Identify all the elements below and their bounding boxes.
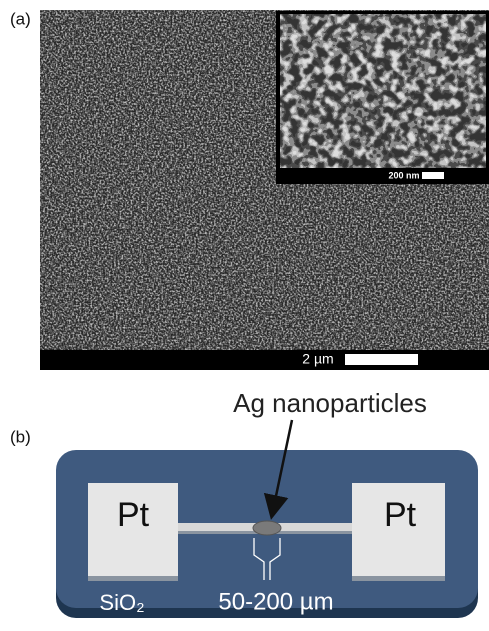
panel-label: (a) [10,9,31,28]
inset-scale-label: 200 nm [388,170,419,180]
electrode-label: Pt [384,496,417,534]
inset-scale-bar [422,172,444,179]
scale-bar-strip [40,350,489,370]
panel-label: (b) [10,427,31,446]
figure: (a) 2 µm 200 nm (b) Ag nanoparticles SiO… [0,0,489,626]
electrode-label: Pt [117,496,150,534]
nanoparticles [253,521,281,535]
inset-texture [280,14,486,168]
gap-label: 50-200 µm [218,588,333,615]
annotation: Ag nanoparticles [233,388,427,418]
scale-bar-label: 2 µm [302,351,333,367]
scale-bar [345,354,418,365]
substrate-label: SiO₂ [99,590,144,615]
